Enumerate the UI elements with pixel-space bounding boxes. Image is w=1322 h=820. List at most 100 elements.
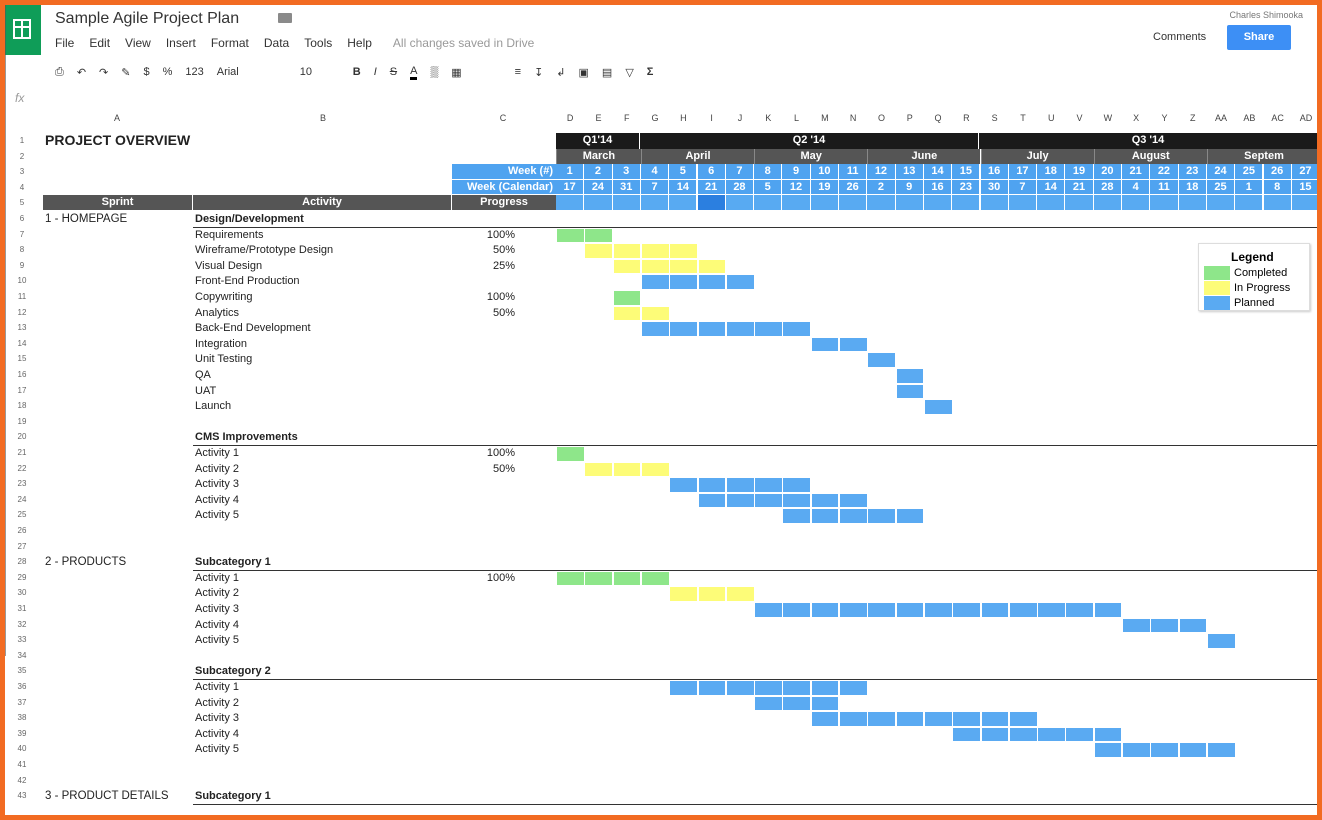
column-header[interactable]: Z bbox=[1189, 113, 1196, 123]
column-header[interactable]: B bbox=[319, 113, 326, 123]
gantt-block-planned[interactable] bbox=[810, 680, 840, 696]
gantt-block-planned[interactable] bbox=[782, 602, 812, 618]
row-number[interactable]: 33 bbox=[17, 635, 27, 645]
activity-name[interactable]: Requirements bbox=[195, 228, 264, 241]
gantt-block-planned[interactable] bbox=[1178, 617, 1208, 634]
wrap-icon[interactable]: ↲ bbox=[556, 66, 566, 79]
filter-icon[interactable]: ▽ bbox=[625, 66, 634, 79]
row-number[interactable]: 11 bbox=[17, 292, 27, 301]
column-header[interactable]: O bbox=[877, 113, 885, 123]
activity-name[interactable]: Activity 5 bbox=[195, 509, 240, 522]
menu-item[interactable]: Insert bbox=[165, 36, 196, 50]
gantt-block-in-progress[interactable] bbox=[697, 258, 727, 275]
gantt-block-planned[interactable] bbox=[754, 477, 783, 493]
column-header[interactable]: AD bbox=[1299, 113, 1313, 123]
column-header[interactable]: J bbox=[737, 113, 743, 123]
row-number[interactable]: 41 bbox=[17, 760, 27, 769]
column-header[interactable]: T bbox=[1020, 113, 1026, 123]
row-number[interactable]: 36 bbox=[17, 682, 27, 691]
currency-button[interactable]: $ bbox=[143, 66, 150, 78]
gantt-block-planned[interactable] bbox=[839, 602, 868, 618]
row-number[interactable]: 39 bbox=[17, 728, 27, 738]
column-header[interactable]: I bbox=[710, 113, 713, 123]
bold-button[interactable]: B bbox=[352, 66, 361, 78]
category-label[interactable]: Subcategory 1 bbox=[195, 790, 271, 803]
align-icon[interactable]: ≡ bbox=[514, 66, 522, 78]
gantt-block-planned[interactable] bbox=[1008, 726, 1038, 743]
row-number[interactable]: 12 bbox=[17, 307, 27, 317]
gantt-block-planned[interactable] bbox=[725, 492, 755, 509]
gantt-block-planned[interactable] bbox=[867, 508, 897, 524]
row-number[interactable]: 30 bbox=[17, 588, 27, 598]
gantt-block-in-progress[interactable] bbox=[640, 243, 670, 259]
gantt-block-completed[interactable] bbox=[584, 227, 614, 244]
gantt-block-planned[interactable] bbox=[754, 695, 783, 712]
gantt-block-planned[interactable] bbox=[923, 711, 953, 727]
column-header[interactable]: X bbox=[1133, 113, 1140, 123]
activity-name[interactable]: Wireframe/Prototype Design bbox=[195, 244, 334, 257]
gantt-block-planned[interactable] bbox=[1093, 726, 1123, 743]
activity-name[interactable]: Analytics bbox=[195, 306, 240, 319]
menu-item[interactable]: Edit bbox=[89, 36, 111, 50]
sprint-label[interactable]: 1 - HOMEPAGE bbox=[45, 213, 128, 225]
row-number[interactable]: 9 bbox=[19, 260, 25, 270]
gantt-block-in-progress[interactable] bbox=[612, 461, 642, 478]
gantt-block-planned[interactable] bbox=[782, 695, 812, 712]
gantt-block-planned[interactable] bbox=[952, 602, 981, 618]
folder-icon[interactable] bbox=[278, 13, 292, 23]
fill-color-icon[interactable]: ▒ bbox=[430, 66, 439, 78]
gantt-block-planned[interactable] bbox=[640, 321, 670, 337]
row-number[interactable]: 14 bbox=[17, 338, 27, 348]
gantt-block-planned[interactable] bbox=[754, 321, 783, 337]
print-icon[interactable]: ⎙ bbox=[55, 65, 64, 78]
column-header[interactable]: Y bbox=[1161, 113, 1168, 123]
progress-value[interactable]: 50% bbox=[492, 306, 515, 319]
row-number[interactable]: 16 bbox=[17, 370, 27, 379]
menu-item[interactable]: Help bbox=[347, 36, 372, 50]
gantt-block-planned[interactable] bbox=[754, 680, 783, 696]
column-header[interactable]: AC bbox=[1271, 113, 1284, 123]
row-number[interactable]: 17 bbox=[17, 385, 27, 395]
row-number[interactable]: 24 bbox=[17, 494, 27, 504]
gantt-block-planned[interactable] bbox=[810, 711, 840, 727]
column-header[interactable]: P bbox=[906, 113, 913, 123]
activity-name[interactable]: Copywriting bbox=[195, 291, 253, 303]
gantt-block-planned[interactable] bbox=[839, 492, 868, 509]
redo-icon[interactable]: ↷ bbox=[99, 66, 109, 79]
row-number[interactable]: 42 bbox=[17, 775, 27, 785]
gantt-block-completed[interactable] bbox=[612, 290, 642, 306]
gantt-block-planned[interactable] bbox=[669, 274, 698, 290]
row-number[interactable]: 38 bbox=[17, 713, 27, 723]
comment-icon[interactable]: ▣ bbox=[578, 66, 589, 79]
gantt-block-completed[interactable] bbox=[556, 227, 585, 244]
menu-item[interactable]: Format bbox=[210, 36, 249, 50]
row-number[interactable]: 29 bbox=[17, 572, 27, 582]
row-number[interactable]: 20 bbox=[17, 432, 27, 442]
menu-item[interactable]: View bbox=[125, 36, 151, 50]
activity-name[interactable]: Activity 4 bbox=[195, 618, 240, 631]
gantt-block-completed[interactable] bbox=[584, 570, 614, 587]
activity-name[interactable]: Activity 1 bbox=[195, 447, 240, 459]
activity-name[interactable]: Activity 3 bbox=[195, 478, 240, 491]
row-number[interactable]: 13 bbox=[17, 323, 27, 333]
row-number[interactable]: 15 bbox=[17, 354, 27, 364]
activity-name[interactable]: Activity 3 bbox=[195, 712, 240, 725]
gantt-block-planned[interactable] bbox=[725, 477, 755, 493]
activity-name[interactable]: Activity 4 bbox=[195, 727, 240, 740]
menu-item[interactable]: Tools bbox=[304, 36, 333, 50]
gantt-block-planned[interactable] bbox=[669, 477, 698, 493]
column-header[interactable]: F bbox=[623, 113, 630, 123]
gantt-block-planned[interactable] bbox=[1037, 602, 1066, 618]
row-number[interactable]: 6 bbox=[19, 214, 25, 223]
gantt-block-planned[interactable] bbox=[754, 492, 783, 509]
gantt-block-planned[interactable] bbox=[1206, 633, 1236, 649]
activity-name[interactable]: Activity 1 bbox=[195, 571, 240, 584]
column-header[interactable]: AA bbox=[1215, 113, 1228, 123]
progress-value[interactable]: 100% bbox=[486, 571, 515, 584]
gantt-block-in-progress[interactable] bbox=[584, 461, 614, 478]
row-number[interactable]: 3 bbox=[19, 167, 25, 177]
comments-button[interactable]: Comments bbox=[1153, 31, 1207, 43]
activity-name[interactable]: Activity 4 bbox=[195, 493, 240, 506]
column-header[interactable]: E bbox=[595, 113, 602, 123]
category-label[interactable]: Subcategory 1 bbox=[195, 556, 271, 569]
